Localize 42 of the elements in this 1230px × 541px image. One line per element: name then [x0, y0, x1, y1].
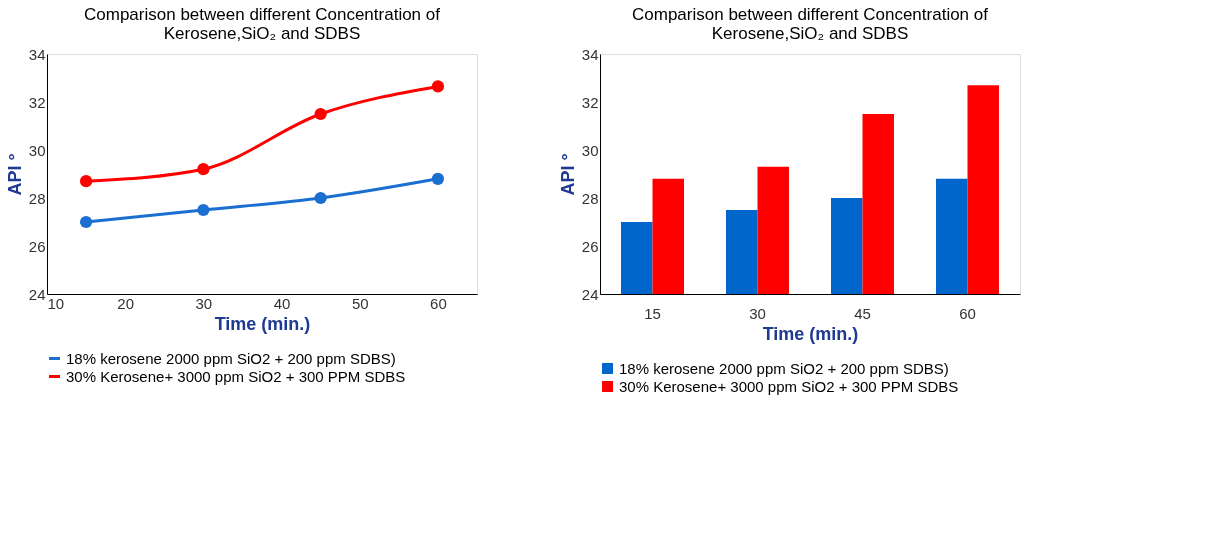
y-axis-title: API °: [557, 153, 578, 196]
y-tick-label: 34: [28, 45, 46, 63]
y-tick-label: 28: [581, 189, 599, 207]
point: [314, 107, 327, 121]
legend-label: 30% Kerosene+ 3000 ppm SiO2 + 300 PPM SDBS: [619, 377, 959, 395]
legend-label: 18% kerosene 2000 ppm SiO2 + 200 ppm SDBS): [66, 349, 396, 367]
legend-label: 18% kerosene 2000 ppm SiO2 + 200 ppm SDBS): [619, 359, 949, 377]
y-axis-title: API °: [4, 153, 25, 196]
x-tick-label: 40: [273, 294, 291, 312]
x-tick-label: 10: [47, 294, 65, 312]
y-tick-label: 28: [28, 189, 46, 207]
x-tick-label: 45: [854, 304, 871, 322]
x-tick-label: 50: [351, 294, 369, 312]
text: Comparison between different Concentration of: [84, 5, 440, 24]
x-tick-label: 30: [195, 294, 213, 312]
text: Comparison between different Concentration of: [632, 5, 988, 24]
point: [79, 215, 93, 229]
y-tick-label: 34: [581, 45, 599, 63]
point: [314, 191, 327, 205]
x-tick-label: 60: [959, 304, 976, 322]
text: Kerosene,SiO₂ and SDBS: [163, 24, 361, 43]
x-tick-label: 30: [749, 304, 766, 322]
y-tick-label: 26: [28, 237, 46, 255]
y-tick-label: 32: [581, 93, 599, 111]
legend-label: 30% Kerosene+ 3000 ppm SiO2 + 300 PPM SDBS: [66, 367, 406, 385]
point: [431, 172, 445, 185]
point: [79, 175, 93, 188]
x-tick-label: 15: [644, 304, 661, 322]
y-tick-label: 26: [581, 237, 599, 255]
y-tick-label: 32: [28, 93, 46, 111]
point: [197, 163, 210, 176]
x-axis-title: Time (min.): [762, 323, 859, 344]
x-tick-label: 60: [430, 294, 447, 312]
y-tick-label: 30: [581, 141, 599, 159]
point: [431, 80, 445, 93]
y-tick-label: 30: [28, 141, 46, 159]
point: [197, 203, 210, 217]
y-tick-label: 24: [581, 285, 599, 303]
x-axis-title: Time (min.): [214, 313, 311, 334]
text: Kerosene,SiO₂ and SDBS: [711, 24, 909, 43]
x-tick-label: 20: [117, 294, 135, 312]
y-tick-label: 24: [28, 285, 46, 303]
